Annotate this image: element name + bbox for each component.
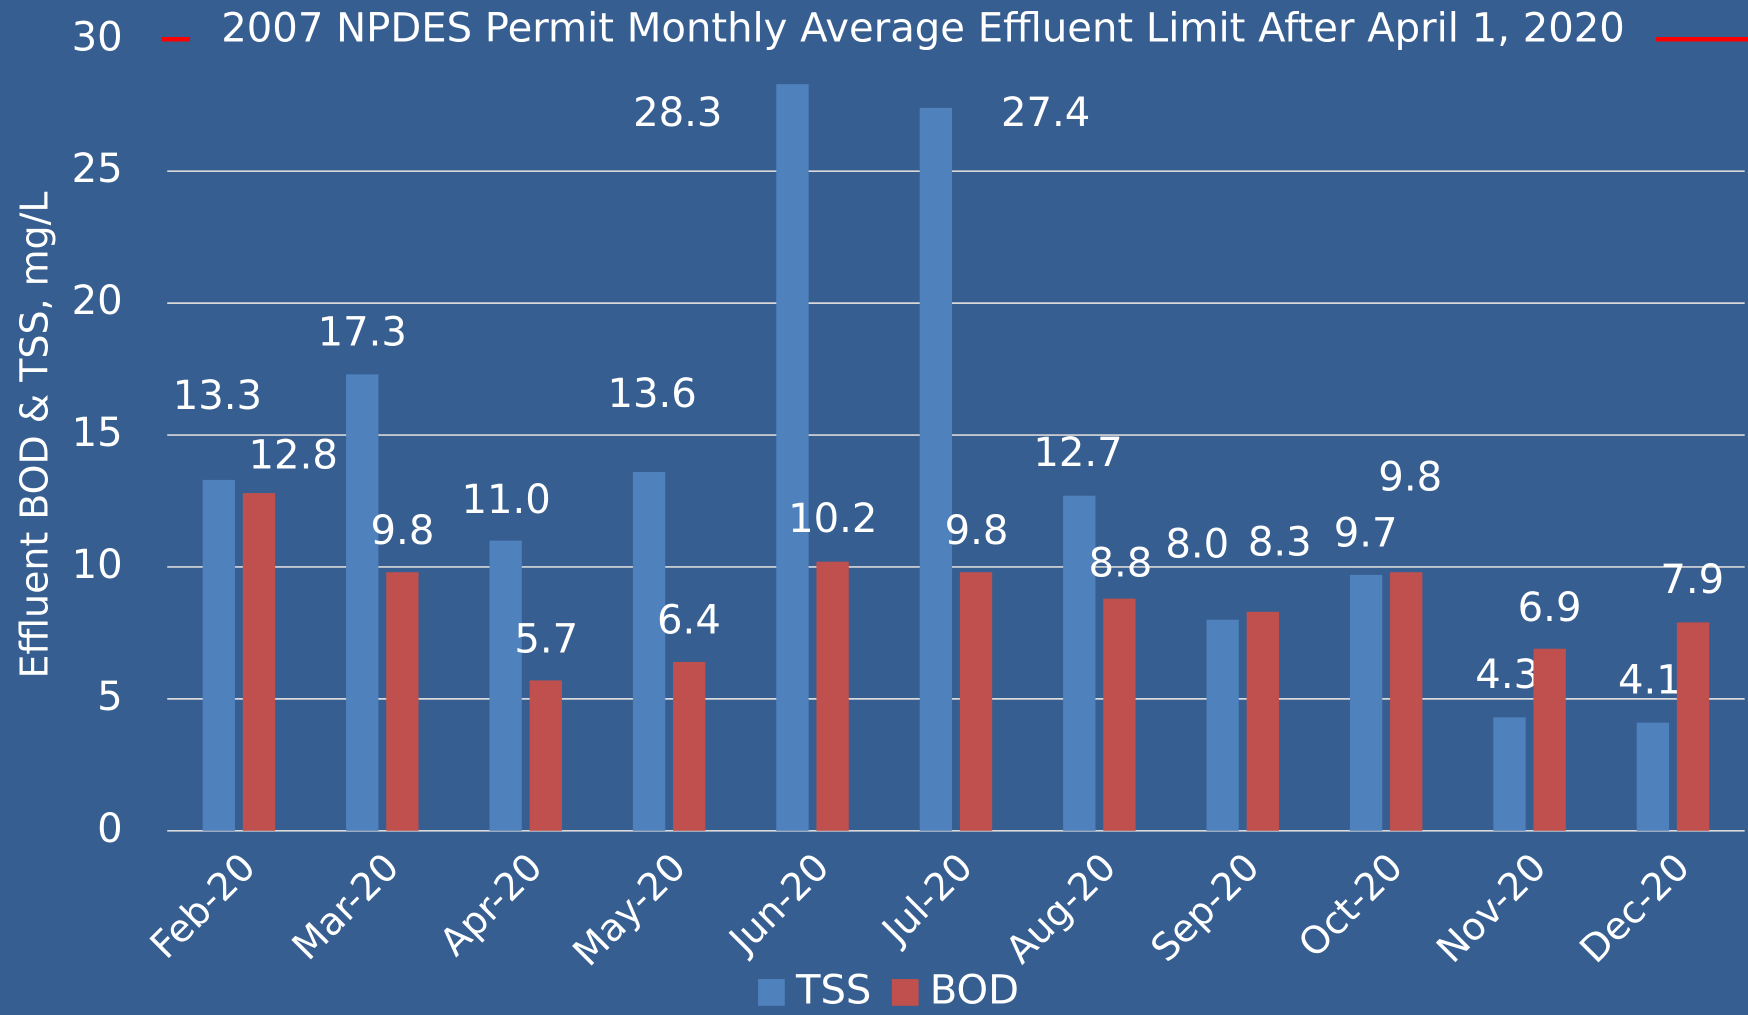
- y-tick-label: 15: [72, 410, 123, 456]
- data-label: 8.0: [1165, 522, 1229, 568]
- y-axis-label: Effluent BOD & TSS, mg/L: [12, 192, 56, 679]
- data-label: 12.8: [249, 432, 338, 478]
- data-label: 8.3: [1248, 519, 1312, 565]
- data-label: 12.7: [1033, 430, 1122, 476]
- bar: [346, 374, 378, 830]
- y-tick-label: 20: [72, 278, 123, 324]
- data-label: 4.1: [1618, 658, 1682, 704]
- data-label: 17.3: [318, 310, 407, 356]
- data-label: 13.3: [173, 373, 262, 419]
- bar: [920, 108, 952, 831]
- bar: [1637, 723, 1669, 831]
- bar: [530, 680, 562, 830]
- data-label: 7.9: [1660, 557, 1724, 603]
- bar: [243, 493, 275, 831]
- data-label: 9.8: [371, 508, 435, 554]
- bar: [1533, 649, 1565, 831]
- bar: [1350, 575, 1382, 831]
- bar: [1390, 572, 1422, 831]
- legend-label: TSS: [795, 967, 871, 1013]
- data-label: 6.9: [1518, 585, 1582, 631]
- bar: [1247, 612, 1279, 831]
- bar: [960, 572, 992, 831]
- bar: [776, 84, 808, 831]
- data-label: 8.8: [1088, 540, 1152, 586]
- bar: [203, 480, 235, 831]
- y-tick-label: 30: [72, 14, 123, 60]
- data-label: 9.8: [1378, 455, 1442, 501]
- bar: [1207, 620, 1239, 831]
- legend-label: BOD: [930, 967, 1019, 1013]
- bar: [489, 541, 521, 831]
- bar: [1677, 622, 1709, 830]
- bar: [386, 572, 418, 831]
- data-label: 13.6: [607, 371, 696, 417]
- bar: [633, 472, 665, 831]
- y-tick-label: 25: [72, 146, 123, 192]
- limit-label: 2007 NPDES Permit Monthly Average Efflue…: [221, 5, 1625, 51]
- data-label: 28.3: [633, 90, 722, 136]
- data-label: 11.0: [461, 477, 550, 523]
- data-label: 10.2: [788, 496, 877, 542]
- data-label: 9.7: [1334, 510, 1398, 556]
- y-tick-label: 0: [97, 806, 123, 852]
- data-label: 5.7: [514, 616, 578, 662]
- chart: Effluent BOD & TSS, mg/L 0 5 10 15 20 25 30 200…: [0, 0, 1748, 1015]
- data-label: 6.4: [657, 597, 721, 643]
- bar: [1103, 599, 1135, 831]
- bar: [673, 662, 705, 831]
- bar: [816, 562, 848, 831]
- data-label: 27.4: [1001, 90, 1090, 136]
- bar: [1493, 717, 1525, 830]
- legend-swatch: [758, 979, 785, 1006]
- y-tick-label: 10: [72, 542, 123, 588]
- data-label: 4.3: [1475, 652, 1539, 698]
- data-label: 9.8: [945, 508, 1009, 554]
- legend-swatch: [892, 979, 919, 1006]
- y-tick-label: 5: [97, 674, 123, 720]
